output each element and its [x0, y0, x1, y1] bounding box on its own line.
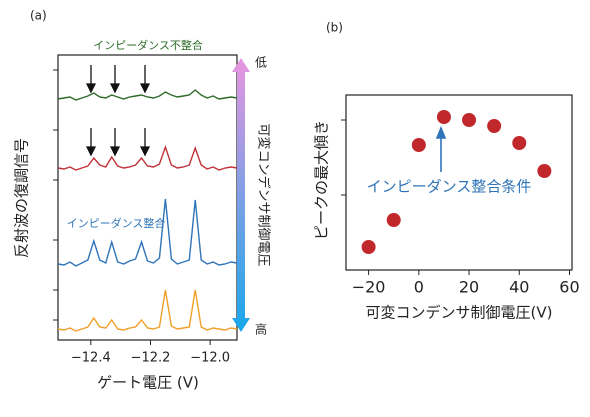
scatter-point — [512, 136, 527, 150]
scatter-point — [436, 110, 451, 124]
scatter-point — [411, 138, 426, 152]
arrows — [85, 65, 151, 157]
x-tick-label: −20 — [352, 278, 386, 297]
colorbar-arrow — [232, 58, 250, 332]
line-series — [57, 198, 238, 267]
annotation: インピーダンス整合条件 — [367, 178, 532, 196]
panel-label: (b) — [326, 21, 343, 35]
y-axis-label: 反射波の復調信号 — [13, 138, 31, 258]
scatter-point — [537, 164, 552, 178]
annotation: インピーダンス不整合 — [93, 38, 203, 52]
x-tick-label: 20 — [459, 278, 479, 297]
scatter-point — [487, 119, 502, 133]
x-axis-label: ゲート電圧 (V) — [97, 374, 199, 392]
x-tick-label: −12.4 — [71, 351, 111, 366]
line-series — [57, 289, 238, 332]
x-tick-label: 40 — [509, 278, 529, 297]
panel-label: (a) — [30, 9, 47, 23]
annotation-arrow — [435, 125, 447, 172]
plot-frame — [57, 54, 238, 341]
annotation: インピーダンス整合 — [67, 216, 166, 230]
line-series — [57, 144, 238, 171]
colorbar-label: 可変コンデンサ制御電圧 — [256, 123, 272, 266]
x-tick-label: −12.2 — [131, 351, 171, 366]
scatter-point — [462, 113, 477, 127]
line-series — [57, 89, 238, 101]
x-tick-label: −12.0 — [190, 351, 230, 366]
y-axis-label: ピークの最大傾き — [313, 120, 331, 240]
x-tick-label: 0 — [414, 278, 424, 297]
annotation: 高 — [255, 322, 267, 337]
x-tick-label: 60 — [559, 278, 579, 297]
scatter-point — [361, 240, 376, 254]
scatter-point — [386, 213, 401, 227]
plot-frame — [345, 94, 573, 271]
annotation: 低 — [255, 56, 267, 70]
x-axis-label: 可変コンデンサ制御電圧(V) — [366, 304, 553, 322]
